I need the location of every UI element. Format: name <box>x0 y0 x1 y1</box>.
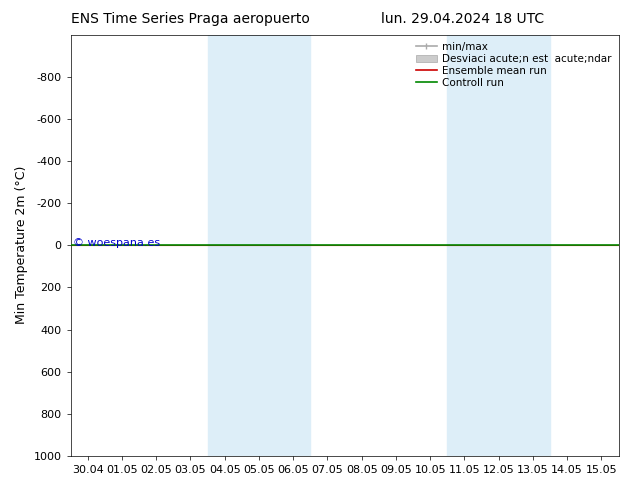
Text: lun. 29.04.2024 18 UTC: lun. 29.04.2024 18 UTC <box>381 12 545 26</box>
Y-axis label: Min Temperature 2m (°C): Min Temperature 2m (°C) <box>15 166 28 324</box>
Legend: min/max, Desviaci acute;n est  acute;ndar, Ensemble mean run, Controll run: min/max, Desviaci acute;n est acute;ndar… <box>413 40 613 90</box>
Bar <box>448 35 550 456</box>
Bar <box>207 35 310 456</box>
Text: © woespana.es: © woespana.es <box>74 238 160 248</box>
Text: ENS Time Series Praga aeropuerto: ENS Time Series Praga aeropuerto <box>71 12 309 26</box>
